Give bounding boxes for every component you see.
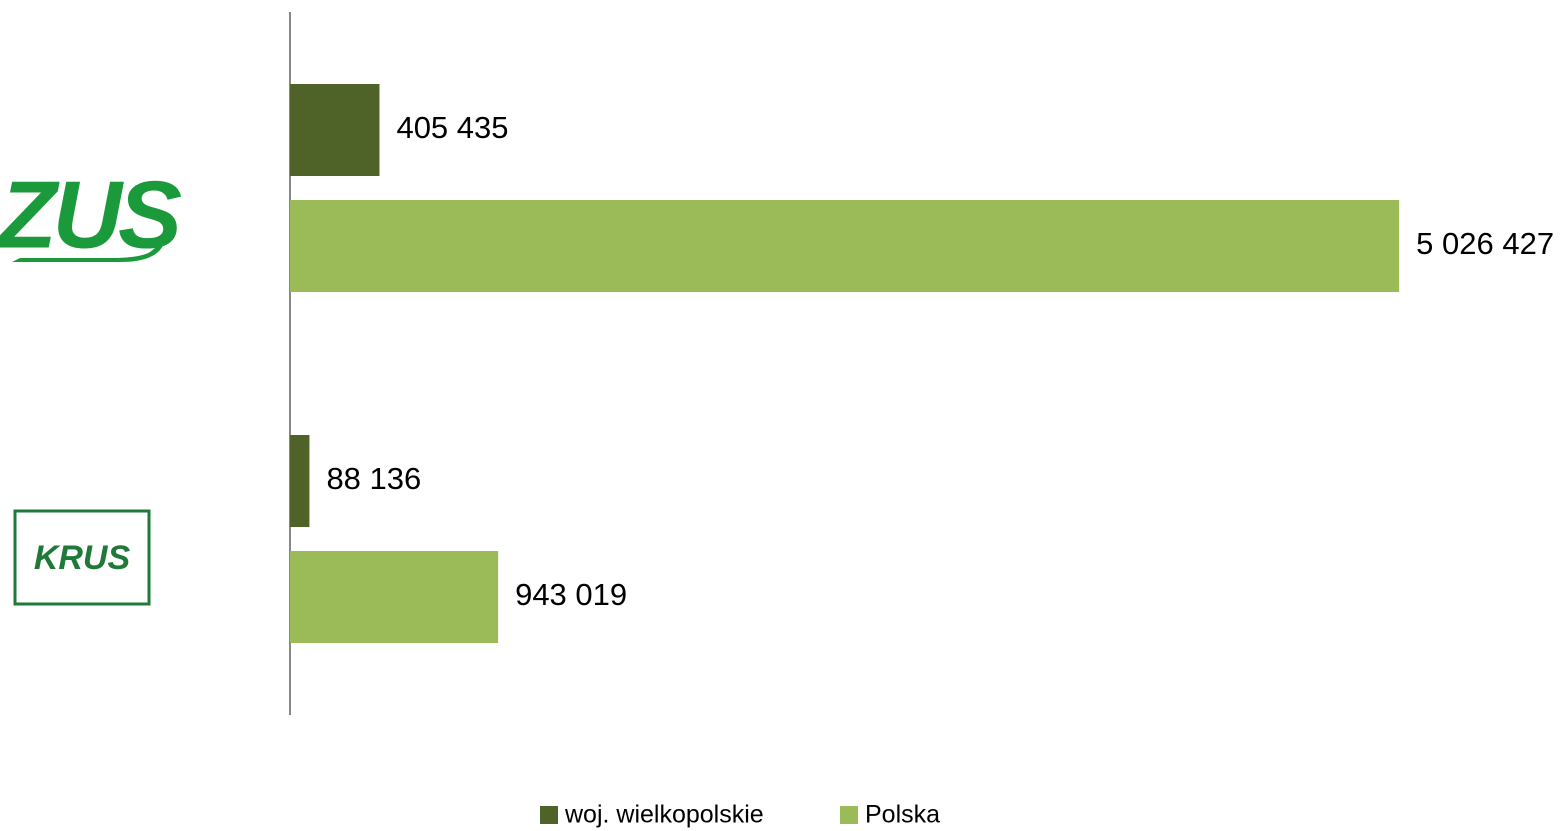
legend-label: woj. wielkopolskie (564, 801, 764, 829)
bar (290, 200, 1400, 292)
logo-swoosh (12, 240, 165, 262)
legend-label: Polska (865, 801, 940, 829)
bar (290, 84, 380, 176)
bar (290, 435, 310, 527)
logo-frame (13, 509, 151, 606)
data-label: 943 019 (515, 577, 627, 612)
legend-swatch (840, 806, 858, 824)
bar (290, 551, 499, 643)
data-label: 405 435 (396, 110, 508, 145)
data-label: 88 136 (326, 461, 421, 496)
zus-logo: ZUS (0, 161, 186, 268)
krus-logo: KRUS (13, 509, 151, 606)
data-label: 5 026 427 (1416, 226, 1554, 261)
legend-swatch (540, 806, 558, 824)
category-label: KRUS (34, 539, 131, 577)
